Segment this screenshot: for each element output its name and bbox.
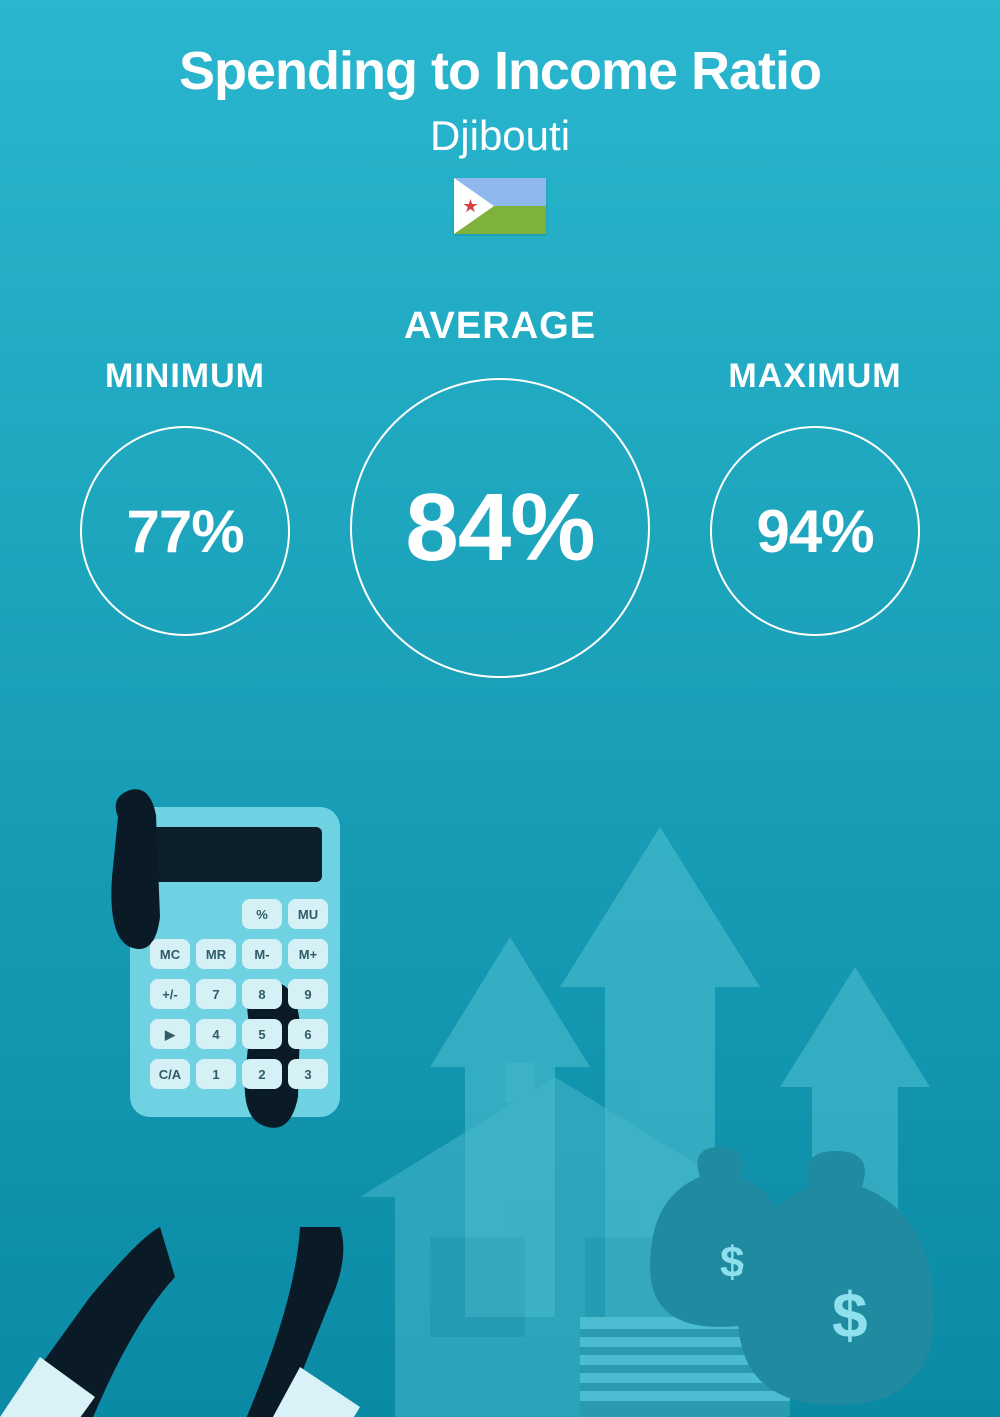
calculator-key-label: ▶ [164,1027,176,1042]
calculator-key-label: MU [298,907,318,922]
finance-illustration: $ $ %MUMCMRM-M++/-789▶456C/A123 [0,757,1000,1417]
page-subtitle: Djibouti [0,112,1000,160]
stat-average-circle: 84% [350,378,650,678]
calculator-key-label: M+ [299,947,318,962]
header: Spending to Income Ratio Djibouti ★ [0,40,1000,234]
calculator-key-label: 8 [258,987,265,1002]
stat-maximum-label: MAXIMUM [710,357,920,396]
calculator-key-label: MC [160,947,181,962]
calculator-key-label: MR [206,947,227,962]
page-title: Spending to Income Ratio [0,40,1000,102]
flag-star-icon: ★ [462,197,478,215]
stat-minimum-value: 77% [126,497,243,566]
stat-minimum: MINIMUM 77% [80,357,290,636]
calculator-key-label: 9 [304,987,311,1002]
money-bag-large-icon: $ [738,1151,934,1405]
calculator-key-label: 1 [212,1067,219,1082]
stat-average-label: AVERAGE [350,305,650,348]
calculator-key-label: 2 [258,1067,265,1082]
stat-minimum-circle: 77% [80,426,290,636]
calculator-key-label: 7 [212,987,219,1002]
svg-text:$: $ [832,1279,868,1351]
calculator-key-label: % [256,907,268,922]
stats-row: MINIMUM 77% AVERAGE 84% MAXIMUM 94% [0,305,1000,678]
calculator-key-label: C/A [159,1067,182,1082]
stat-maximum: MAXIMUM 94% [710,357,920,636]
stat-maximum-circle: 94% [710,426,920,636]
calculator-key-label: 4 [212,1027,220,1042]
calculator-key-label: M- [254,947,269,962]
stat-maximum-value: 94% [756,497,873,566]
calculator-key-label: 5 [258,1027,265,1042]
calculator-key-label: +/- [162,987,178,1002]
infographic-canvas: Spending to Income Ratio Djibouti ★ MINI… [0,0,1000,1417]
hands-calculator-icon [0,789,360,1417]
stat-average: AVERAGE 84% [350,305,650,678]
stat-minimum-label: MINIMUM [80,357,290,396]
djibouti-flag-icon: ★ [454,178,546,234]
calculator-key-label: 3 [304,1067,311,1082]
calculator-key-label: 6 [304,1027,311,1042]
stat-average-value: 84% [405,473,594,583]
